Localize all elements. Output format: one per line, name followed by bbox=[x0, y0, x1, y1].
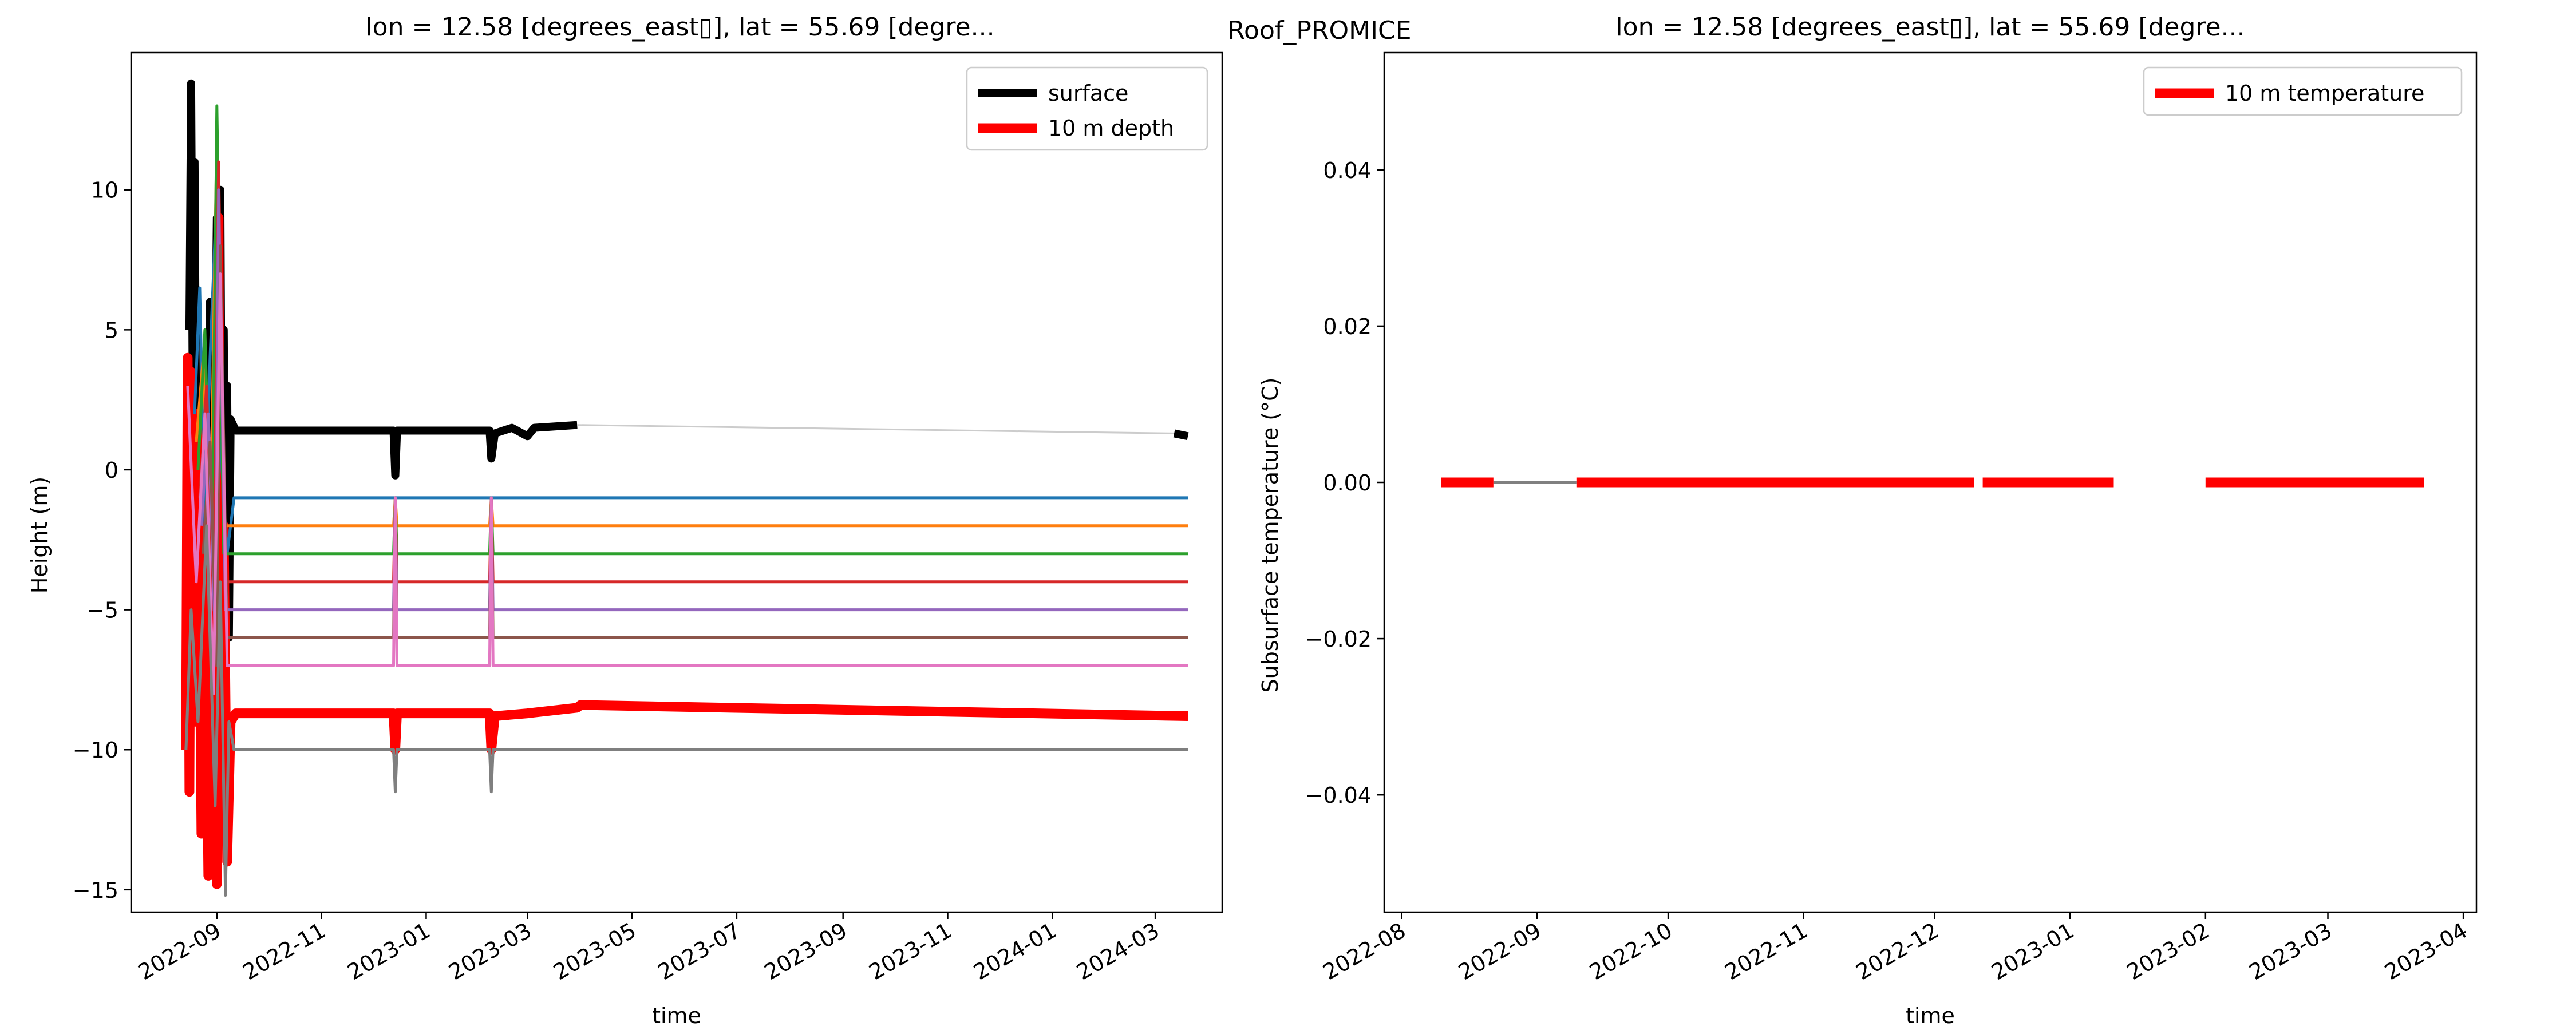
right-y-tick-label: 0.04 bbox=[1323, 158, 1372, 183]
left-legend: surface 10 m depth bbox=[966, 66, 1208, 151]
right-legend-frame bbox=[2143, 66, 2463, 116]
right-y-tick-label: −0.04 bbox=[1305, 783, 1372, 808]
left-series-depth-level bbox=[198, 160, 1188, 612]
right-x-tick-label: 2023-04 bbox=[2380, 918, 2472, 985]
right-axes-ylabel: Subsurface temperature (°C) bbox=[1258, 378, 1283, 693]
left-x-tick-label: 2023-07 bbox=[654, 918, 745, 985]
left-x-tick-label: 2022-11 bbox=[239, 918, 330, 985]
left-x-tick-label: 2023-03 bbox=[444, 918, 536, 985]
right-legend: 10 m temperature bbox=[2143, 66, 2463, 116]
left-axes-xlabel: time bbox=[652, 1003, 701, 1028]
left-axes-title: lon = 12.58 [degrees_east▯], lat = 55.69… bbox=[365, 13, 994, 42]
right-x-tick-label: 2022-11 bbox=[1721, 918, 1812, 985]
right-axes-xlabel: time bbox=[1906, 1003, 1955, 1028]
left-x-tick-label: 2023-11 bbox=[864, 918, 956, 985]
right-y-tick-label: −0.02 bbox=[1305, 627, 1372, 652]
left-series-depth-level bbox=[193, 188, 1188, 556]
left-series-depth-level bbox=[184, 524, 1188, 897]
left-series-depth-level bbox=[195, 132, 1188, 556]
right-y-tick-label: 0.00 bbox=[1323, 470, 1372, 496]
left-series-10-m-depth bbox=[181, 213, 1188, 889]
left-y-tick-label: 10 bbox=[91, 178, 118, 203]
left-axes: lon = 12.58 [degrees_east▯], lat = 55.69… bbox=[27, 13, 1223, 1028]
left-series-surface-end- bbox=[1173, 429, 1189, 441]
right-x-tick-label: 2023-02 bbox=[2123, 918, 2214, 985]
left-series-group bbox=[181, 79, 1189, 897]
left-axes-ylabel: Height (m) bbox=[27, 477, 52, 593]
left-series-depth-level bbox=[202, 244, 1188, 667]
left-series-surface-gap- bbox=[577, 424, 1175, 434]
right-x-tick-label: 2023-03 bbox=[2245, 918, 2337, 985]
right-axes: lon = 12.58 [degrees_east▯], lat = 55.69… bbox=[1258, 13, 2478, 1028]
left-series-depth-level bbox=[196, 104, 1188, 584]
left-series-depth-level bbox=[186, 272, 1188, 695]
left-axes-frame bbox=[130, 52, 1223, 913]
left-legend-label: surface bbox=[1048, 81, 1128, 106]
right-x-tick-label: 2023-01 bbox=[1987, 918, 2079, 985]
left-x-tick-label: 2024-01 bbox=[969, 918, 1061, 985]
left-y-tick-label: −5 bbox=[86, 598, 118, 623]
right-legend-label: 10 m temperature bbox=[2225, 81, 2424, 106]
figure-suptitle: Roof_PROMICE bbox=[1227, 16, 1411, 45]
left-x-tick-label: 2023-05 bbox=[549, 918, 641, 985]
left-x-tick-label: 2023-09 bbox=[760, 918, 852, 985]
left-x-tick-label: 2024-03 bbox=[1072, 918, 1164, 985]
left-y-tick-label: 5 bbox=[105, 318, 118, 343]
left-x-tick-label: 2022-09 bbox=[134, 918, 226, 985]
left-y-tick-label: −10 bbox=[73, 738, 118, 763]
right-axes-title: lon = 12.58 [degrees_east▯], lat = 55.69… bbox=[1615, 13, 2245, 42]
right-x-tick-label: 2022-09 bbox=[1454, 918, 1546, 985]
left-y-tick-label: 0 bbox=[105, 458, 118, 483]
right-x-tick-label: 2022-12 bbox=[1852, 918, 1943, 985]
right-x-tick-label: 2022-10 bbox=[1585, 918, 1677, 985]
right-x-tick-label: 2022-08 bbox=[1319, 918, 1411, 985]
left-x-tick-label: 2023-01 bbox=[343, 918, 434, 985]
left-series-depth-level bbox=[200, 188, 1188, 639]
left-legend-label: 10 m depth bbox=[1048, 116, 1174, 141]
right-y-tick-label: 0.02 bbox=[1323, 314, 1372, 339]
left-y-tick-label: −15 bbox=[73, 878, 118, 903]
